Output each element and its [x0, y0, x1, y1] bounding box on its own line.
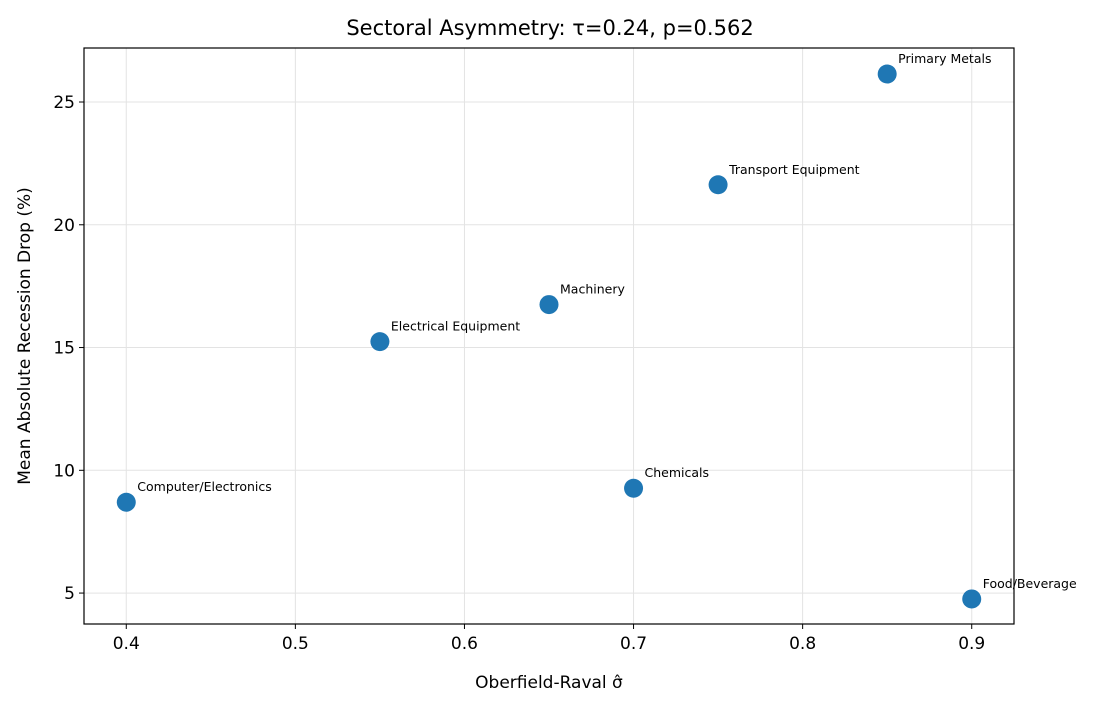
data-point: [877, 64, 897, 84]
y-tick-label: 15: [53, 339, 75, 359]
x-axis-label: Oberfield-Raval σ̂: [475, 673, 623, 693]
data-point: [962, 589, 982, 609]
data-point-label: Food/Beverage: [983, 576, 1077, 591]
data-point: [370, 332, 390, 352]
data-point-label: Chemicals: [645, 465, 710, 480]
x-tick-label: 0.4: [113, 634, 140, 654]
y-tick-label: 20: [53, 216, 75, 236]
y-tick-label: 10: [53, 461, 75, 481]
y-axis-label: Mean Absolute Recession Drop (%): [15, 187, 35, 484]
data-point-label: Computer/Electronics: [137, 479, 271, 494]
x-tick-label: 0.6: [451, 634, 478, 654]
data-point-label: Electrical Equipment: [391, 319, 520, 334]
data-point-label: Transport Equipment: [728, 162, 860, 177]
y-tick-label: 5: [64, 584, 75, 604]
y-tick-label: 25: [53, 93, 75, 113]
plot-frame: [83, 47, 1015, 625]
data-point-label: Machinery: [560, 282, 625, 297]
data-point: [116, 492, 136, 512]
data-point-label: Primary Metals: [898, 51, 991, 66]
data-point: [624, 478, 644, 498]
data-point: [539, 295, 559, 315]
chart-title: Sectoral Asymmetry: τ=0.24, p=0.562: [346, 16, 753, 40]
data-point: [708, 175, 728, 195]
x-tick-label: 0.5: [282, 634, 309, 654]
x-tick-label: 0.8: [789, 634, 816, 654]
x-tick-label: 0.7: [620, 634, 647, 654]
x-tick-label: 0.9: [958, 634, 985, 654]
